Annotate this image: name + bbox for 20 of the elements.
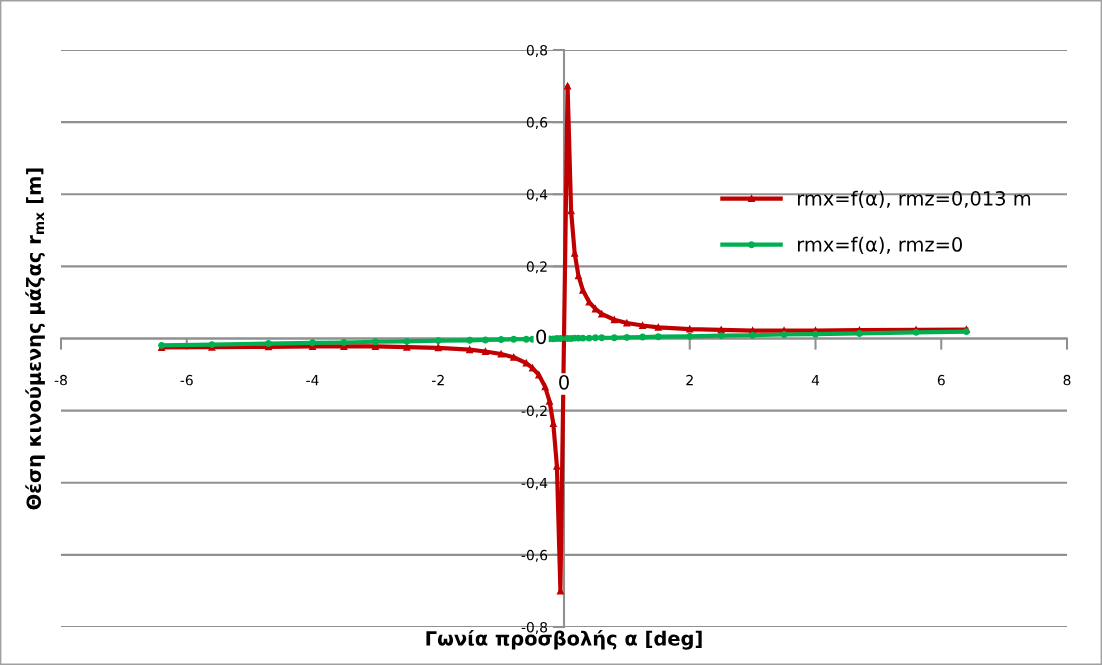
x-tick-label: -4 [306, 375, 319, 386]
y-tick-label: 0,4 [526, 189, 548, 202]
x-tick-label: 6 [937, 374, 945, 386]
y-tick-label: 0 [536, 329, 547, 345]
y-axis-title: Θέση κινούμενης μάζας r$_{mx}$ [m] [25, 168, 45, 510]
y-tick-label: 0,2 [526, 261, 547, 274]
legend-label: rmx=f(α), rmz=0 [797, 236, 962, 255]
y-tick-label: 0,8 [526, 44, 548, 57]
y-tick-label: -0,2 [521, 405, 547, 418]
x-tick-label: 4 [811, 375, 820, 386]
y-tick-label: -0,4 [521, 477, 548, 490]
y-tick-label: 0,6 [526, 117, 548, 130]
y-tick-label: -0,6 [521, 549, 548, 562]
x-tick-label: 2 [686, 374, 693, 386]
x-tick-label: -6 [180, 374, 193, 386]
legend-label: rmx=f(α), rmz=0,013 m [797, 190, 1031, 209]
x-tick-label: -8 [54, 374, 67, 386]
x-tick-label: -2 [432, 374, 444, 386]
x-tick-label: 0 [559, 374, 569, 390]
x-tick-label: 8 [1063, 374, 1071, 386]
